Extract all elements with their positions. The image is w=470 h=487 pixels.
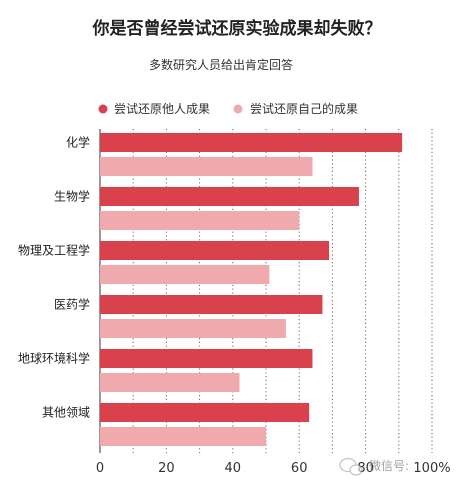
legend-swatch-series-1: [233, 104, 243, 114]
category-label: 化学: [66, 135, 90, 150]
legend: 尝试还原他人成果 尝试还原自己的成果: [98, 101, 358, 116]
x-tick-label: 100%: [413, 461, 450, 476]
category-label: 医药学: [54, 297, 90, 312]
bar-own-1: [100, 211, 300, 230]
legend-label-series-0: 尝试还原他人成果: [114, 101, 210, 116]
x-tick-label: 40: [225, 461, 242, 476]
watermark: 微信号:: [339, 457, 409, 476]
legend-label-series-1: 尝试还原自己的成果: [250, 101, 358, 116]
bar-own-3: [100, 319, 286, 338]
chart-title: 你是否曾经尝试还原实验成果却失败？: [92, 18, 382, 39]
x-axis-ticks: 0 20 40 60 80 100%: [96, 461, 451, 476]
category-label: 物理及工程学: [18, 243, 90, 258]
category-label: 生物学: [54, 189, 90, 204]
x-tick-label: 60: [291, 461, 308, 476]
bar-others-3: [100, 295, 323, 314]
x-tick-label: 20: [158, 461, 175, 476]
gridlines: [99, 129, 433, 453]
bar-others-2: [100, 241, 330, 260]
wechat-logo-icon: [339, 457, 363, 476]
bar-others-5: [100, 403, 310, 422]
bar-own-2: [100, 265, 270, 284]
x-tick-label: 0: [96, 461, 104, 476]
bar-own-4: [100, 373, 240, 392]
category-label: 地球环境科学: [18, 351, 90, 366]
bars: [100, 133, 403, 446]
bar-own-5: [100, 427, 266, 446]
bar-own-0: [100, 157, 313, 176]
category-label: 其他领域: [42, 406, 90, 420]
legend-swatch-series-0: [98, 104, 108, 114]
bar-others-0: [100, 133, 403, 152]
bar-others-4: [100, 349, 313, 368]
chart-subtitle: 多数研究人员给出肯定回答: [149, 57, 293, 72]
watermark-text: 微信号:: [369, 459, 409, 473]
bar-others-1: [100, 187, 359, 206]
